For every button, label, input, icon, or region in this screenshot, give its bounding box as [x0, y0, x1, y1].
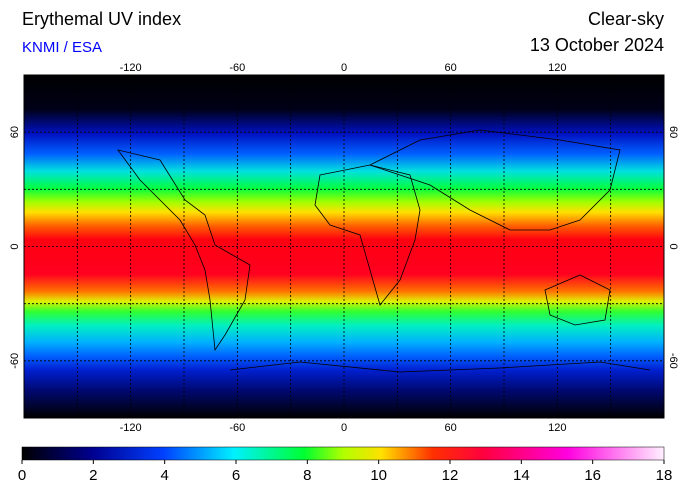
lat-tick-label: 0: [667, 243, 679, 249]
lat-tick-label: 60: [667, 126, 679, 138]
mode: Clear-sky: [588, 9, 664, 29]
lon-tick-label: 0: [341, 62, 347, 74]
lon-tick-label: 120: [548, 62, 566, 74]
colorbar-tick-label: 12: [442, 467, 459, 484]
lat-tick-label: 60: [9, 126, 21, 138]
lon-tick-label: 120: [548, 422, 566, 434]
colorbar-tick-label: 2: [89, 467, 97, 484]
date: 13 October 2024: [530, 35, 664, 55]
coastlines: [117, 129, 651, 373]
lon-tick-label: -60: [229, 422, 245, 434]
lon-tick-label: 0: [341, 422, 347, 434]
colorbar-tick-label: 6: [232, 467, 240, 484]
lat-tick-label: 0: [9, 243, 21, 249]
colorbar-tick-label: 18: [656, 467, 673, 484]
lon-tick-label: -120: [120, 422, 142, 434]
source: KNMI / ESA: [22, 39, 102, 56]
lon-tick-label: -120: [120, 62, 142, 74]
lon-tick-label: 60: [445, 422, 457, 434]
colorbar-tick-label: 14: [513, 467, 530, 484]
lat-tick-label: -60: [667, 353, 679, 369]
colorbar-tick-label: 4: [160, 467, 168, 484]
lat-tick-label: -60: [9, 353, 21, 369]
colorbar: [21, 446, 665, 461]
lon-tick-label: -60: [229, 62, 245, 74]
colorbar-tick-label: 0: [18, 467, 26, 484]
lon-tick-label: 60: [445, 62, 457, 74]
colorbar-tick-label: 16: [584, 467, 601, 484]
colorbar-tick-label: 10: [370, 467, 387, 484]
title: Erythemal UV index: [22, 9, 181, 29]
colorbar-tick-label: 8: [303, 467, 311, 484]
